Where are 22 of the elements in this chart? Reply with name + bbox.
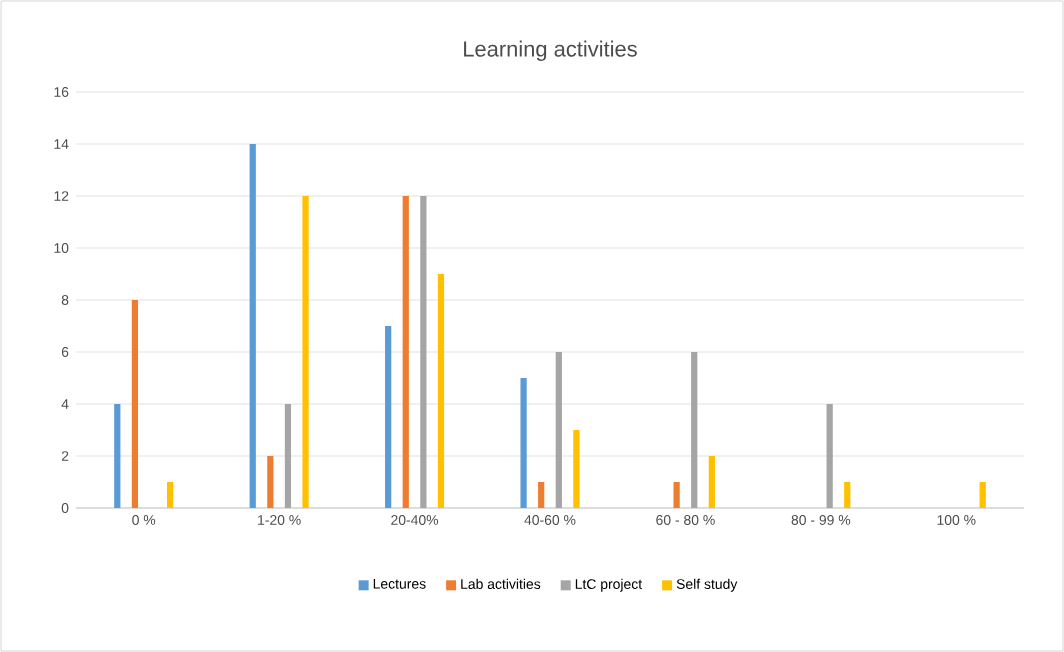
bar <box>708 456 715 508</box>
bar <box>691 352 698 508</box>
bar <box>573 430 580 508</box>
bar <box>284 404 292 508</box>
bar <box>249 143 256 508</box>
bar <box>826 404 833 508</box>
bar <box>520 378 527 508</box>
bar <box>402 195 409 508</box>
bar <box>555 352 562 508</box>
bar <box>114 404 121 508</box>
bar <box>267 456 274 508</box>
bar <box>385 326 392 508</box>
bar <box>979 482 986 508</box>
bar <box>673 482 680 508</box>
bar <box>167 482 174 508</box>
bar <box>131 299 139 508</box>
bar <box>844 482 851 508</box>
bar <box>538 482 545 508</box>
chart-title: Learning activities <box>464 40 637 61</box>
bar <box>437 273 445 508</box>
bar <box>302 195 309 508</box>
bar <box>420 195 427 508</box>
